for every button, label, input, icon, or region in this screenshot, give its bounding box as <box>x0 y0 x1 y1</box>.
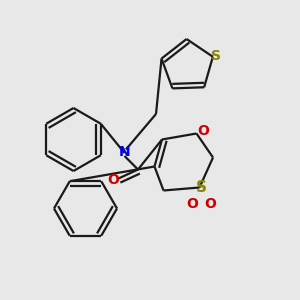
Text: S: S <box>212 49 221 63</box>
Text: O: O <box>107 173 119 187</box>
Text: O: O <box>204 197 216 211</box>
Text: O: O <box>186 197 198 211</box>
Text: S: S <box>196 180 206 195</box>
Text: N: N <box>119 145 130 158</box>
Text: O: O <box>197 124 209 138</box>
